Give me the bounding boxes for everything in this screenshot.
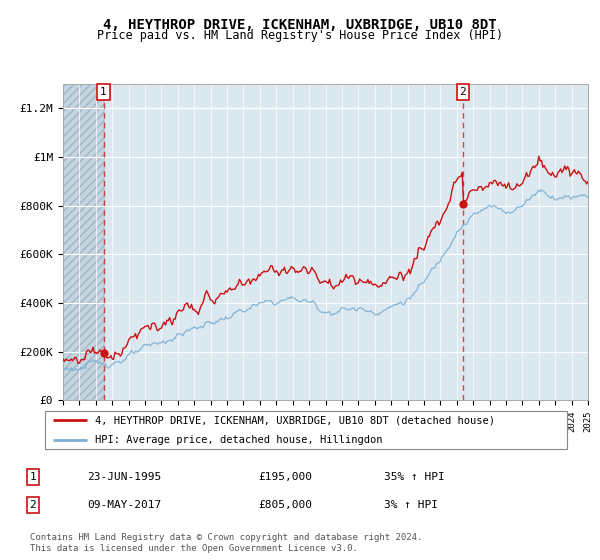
Text: 2: 2: [460, 87, 466, 97]
Text: 2: 2: [29, 500, 37, 510]
Text: £805,000: £805,000: [258, 500, 312, 510]
Bar: [63, 84, 104, 400]
Text: £195,000: £195,000: [258, 472, 312, 482]
Text: 35% ↑ HPI: 35% ↑ HPI: [384, 472, 445, 482]
Text: 4, HEYTHROP DRIVE, ICKENHAM, UXBRIDGE, UB10 8DT: 4, HEYTHROP DRIVE, ICKENHAM, UXBRIDGE, U…: [103, 18, 497, 32]
Text: Price paid vs. HM Land Registry's House Price Index (HPI): Price paid vs. HM Land Registry's House …: [97, 29, 503, 42]
Text: Contains HM Land Registry data © Crown copyright and database right 2024.
This d: Contains HM Land Registry data © Crown c…: [30, 533, 422, 553]
Text: HPI: Average price, detached house, Hillingdon: HPI: Average price, detached house, Hill…: [95, 435, 382, 445]
Text: 1: 1: [100, 87, 107, 97]
Text: 23-JUN-1995: 23-JUN-1995: [87, 472, 161, 482]
Bar: [63, 84, 104, 400]
Text: 3% ↑ HPI: 3% ↑ HPI: [384, 500, 438, 510]
FancyBboxPatch shape: [44, 411, 568, 449]
Text: 4, HEYTHROP DRIVE, ICKENHAM, UXBRIDGE, UB10 8DT (detached house): 4, HEYTHROP DRIVE, ICKENHAM, UXBRIDGE, U…: [95, 415, 495, 425]
Text: 1: 1: [29, 472, 37, 482]
Text: 09-MAY-2017: 09-MAY-2017: [87, 500, 161, 510]
